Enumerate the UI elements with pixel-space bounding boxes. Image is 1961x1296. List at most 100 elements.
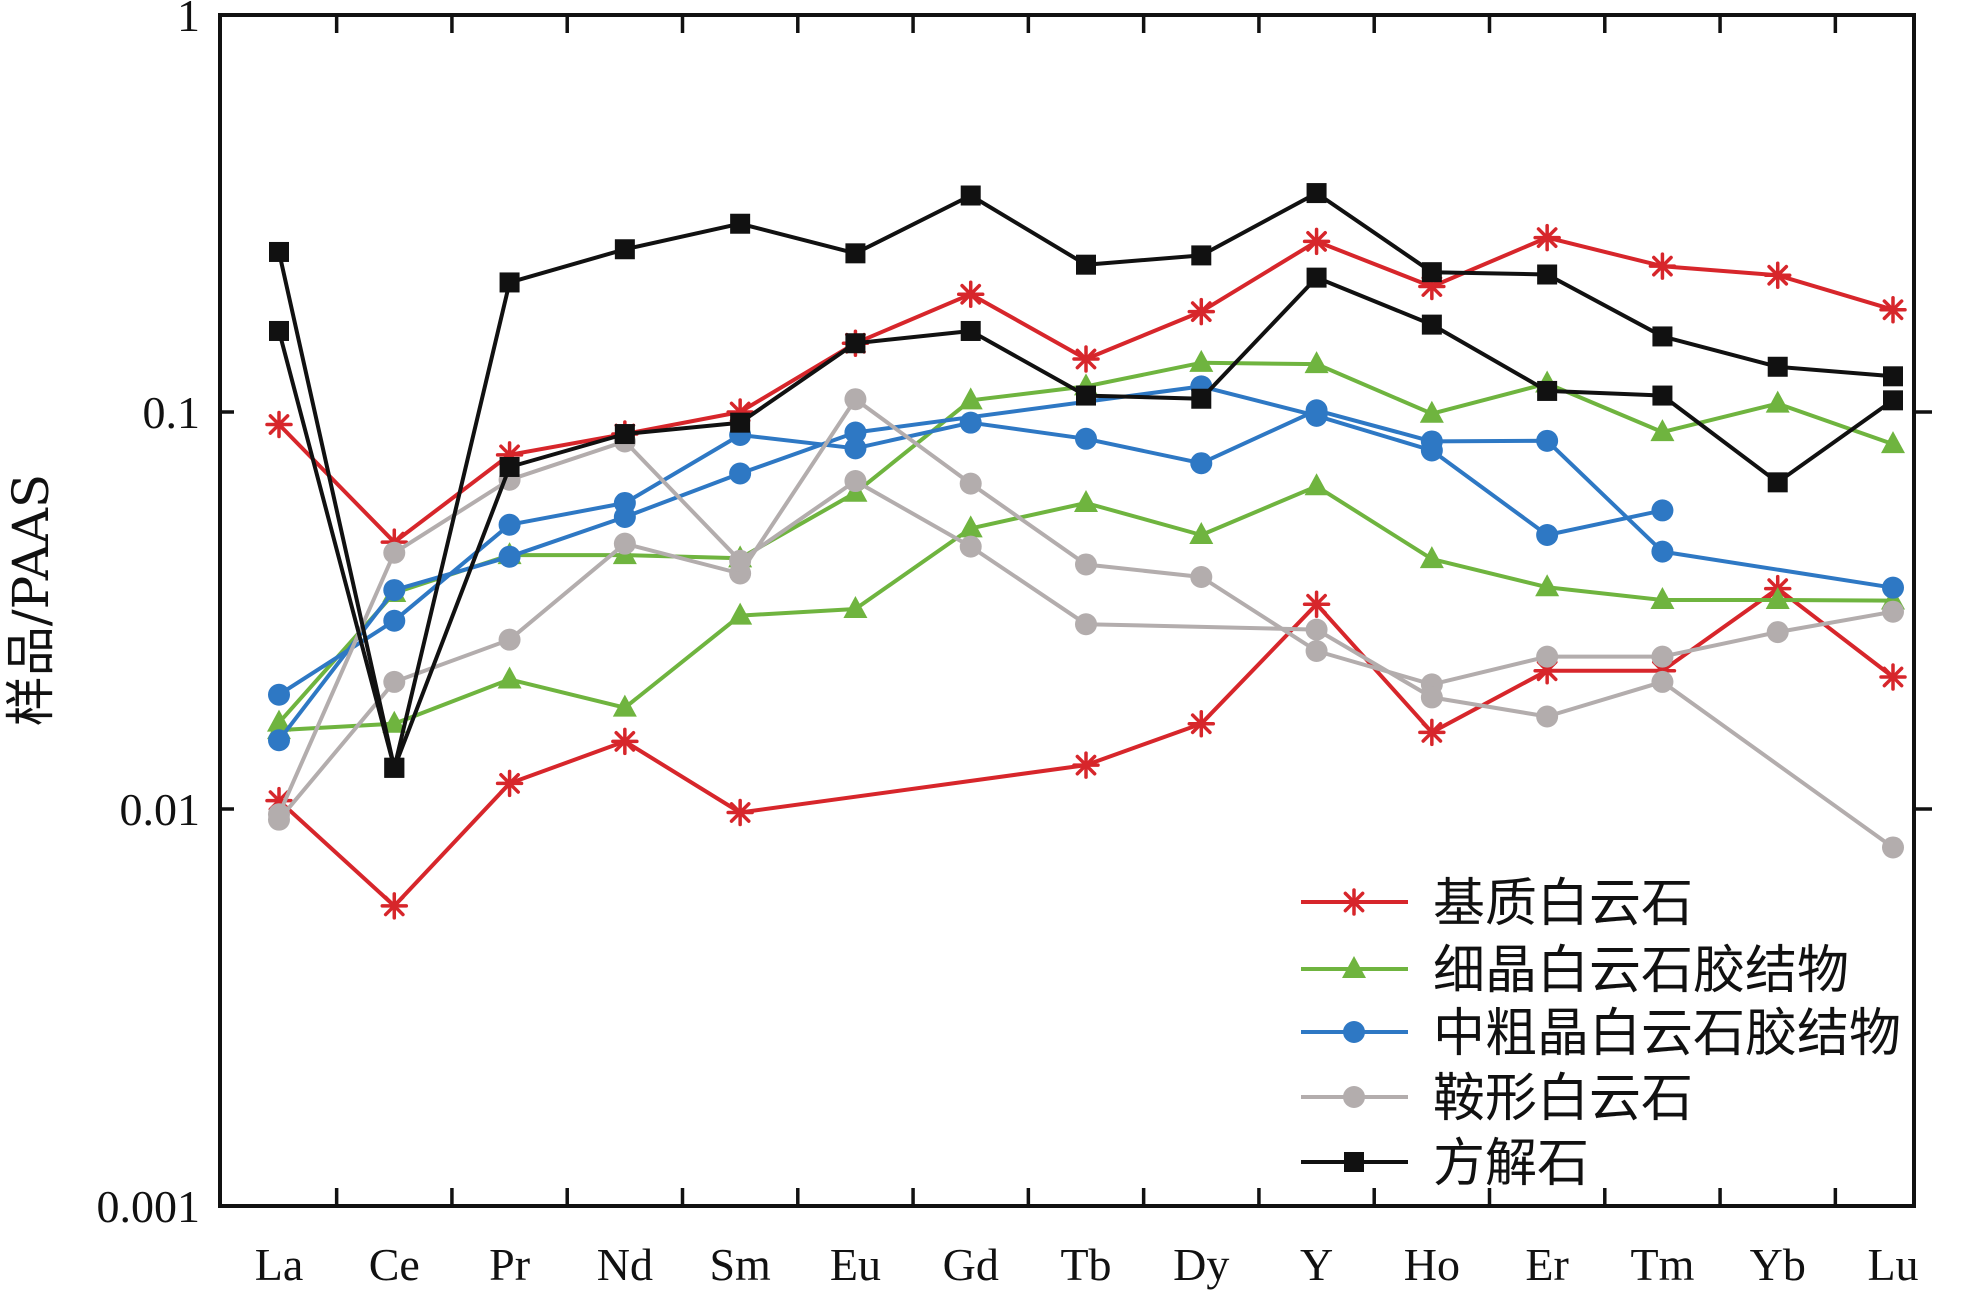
legend-symbol	[1301, 888, 1408, 916]
square-marker	[1421, 262, 1442, 283]
x-tick-label: Eu	[830, 1239, 881, 1290]
triangle-marker	[1342, 956, 1366, 978]
square-marker	[1306, 267, 1327, 288]
data-point-Dy	[1187, 709, 1216, 738]
legend-symbol	[1301, 1086, 1408, 1108]
circle-marker	[1882, 600, 1904, 623]
data-point-Pr	[498, 628, 521, 651]
data-point-Tb	[1072, 345, 1100, 373]
asterisk-marker-stroke	[729, 802, 751, 823]
data-point-Gd	[958, 515, 983, 538]
square-marker	[1344, 1152, 1364, 1172]
square-marker	[1537, 264, 1558, 285]
legend-marker	[1343, 1021, 1365, 1043]
data-point-Y	[1305, 640, 1328, 663]
square-marker	[269, 320, 289, 341]
triangle-marker	[1765, 390, 1790, 413]
square-marker	[1883, 390, 1903, 411]
data-point-Er	[1536, 523, 1559, 546]
circle-marker	[1075, 553, 1097, 576]
data-point-Ho	[1420, 439, 1443, 462]
circle-marker	[1305, 640, 1328, 663]
x-tick-label: Gd	[943, 1239, 999, 1290]
series-line	[277, 408, 1894, 697]
data-point-Tm	[1652, 326, 1673, 347]
circle-marker	[1536, 705, 1559, 728]
y-tick-labels: 1 0.1 0.01 0.001	[97, 0, 201, 1232]
legend-item: 中粗晶白云石胶结物	[1301, 1004, 1901, 1064]
data-point-Ce	[380, 892, 409, 920]
data-point-Dy	[1191, 245, 1212, 266]
square-marker	[1652, 326, 1673, 347]
square-marker	[1191, 245, 1212, 266]
square-marker	[269, 241, 289, 262]
triangle-marker	[1304, 473, 1329, 496]
x-tick-label: Y	[1300, 1239, 1333, 1290]
data-point-Eu	[844, 388, 867, 411]
data-point-Lu	[1882, 836, 1904, 859]
triangle-marker	[1189, 521, 1214, 544]
triangle-marker	[1650, 587, 1675, 610]
triangle-marker	[1419, 546, 1444, 569]
triangle-marker	[497, 666, 522, 689]
square-marker	[1883, 366, 1903, 387]
circle-marker	[1420, 686, 1443, 709]
data-point-Tm	[1651, 499, 1674, 522]
legend-label: 方解石	[1433, 1134, 1589, 1194]
asterisk-marker-stroke	[1343, 891, 1365, 913]
y-tick-label: 0.001	[97, 1181, 201, 1232]
x-tick-label: Nd	[597, 1239, 653, 1290]
y-tick-label: 1	[177, 0, 200, 41]
data-point-Sm	[730, 412, 751, 433]
circle-marker	[498, 628, 521, 651]
data-point-Ho	[1421, 314, 1442, 335]
square-marker	[730, 213, 751, 234]
circle-marker	[1766, 621, 1789, 644]
data-point-Dy	[1189, 521, 1214, 544]
data-point-Y	[1305, 618, 1328, 641]
circle-marker	[1536, 523, 1559, 546]
circle-marker	[1651, 540, 1674, 563]
circle-marker	[383, 579, 406, 602]
data-point-Ce	[383, 609, 406, 632]
data-point-Nd	[614, 424, 635, 445]
data-point-Lu	[1879, 663, 1907, 691]
asterisk-marker-stroke	[1882, 299, 1904, 321]
x-tick-label: Tm	[1630, 1239, 1694, 1290]
asterisk-marker-stroke	[1190, 713, 1212, 735]
data-point-Gd	[958, 387, 983, 410]
y-axis-label: 样品/PAAS	[2, 474, 60, 726]
data-point-Tm	[1650, 419, 1675, 442]
x-tick-label: Pr	[489, 1239, 530, 1290]
circle-marker	[1305, 404, 1328, 427]
data-point-Lu	[1882, 576, 1904, 599]
x-tick-label: Sm	[709, 1239, 771, 1290]
data-point-Ce	[384, 757, 405, 778]
data-point-Lu	[1879, 295, 1907, 324]
data-point-Gd	[960, 320, 981, 341]
data-point-La	[269, 241, 289, 262]
data-point-Er	[1536, 705, 1559, 728]
triangle-marker	[1881, 431, 1905, 454]
triangle-marker	[843, 595, 868, 618]
square-marker	[614, 424, 635, 445]
square-marker	[1767, 472, 1788, 493]
data-point-Er	[1536, 429, 1559, 452]
square-marker	[730, 412, 751, 433]
data-point-Eu	[843, 595, 868, 618]
data-point-Y	[1306, 267, 1327, 288]
data-point-Yb	[1765, 390, 1790, 413]
data-point-Lu	[1881, 431, 1905, 454]
circle-marker	[1651, 670, 1674, 693]
data-point-Gd	[960, 185, 981, 206]
data-point-Ho	[1420, 686, 1443, 709]
data-point-Ce	[383, 579, 406, 602]
series-layer	[265, 183, 1907, 920]
asterisk-marker-stroke	[268, 414, 290, 435]
square-marker	[960, 185, 981, 206]
legend-label: 基质白云石	[1433, 874, 1693, 934]
asterisk-marker-stroke	[1306, 230, 1327, 252]
triangle-marker	[1765, 587, 1790, 610]
legend-label: 鞍形白云石	[1433, 1069, 1693, 1129]
